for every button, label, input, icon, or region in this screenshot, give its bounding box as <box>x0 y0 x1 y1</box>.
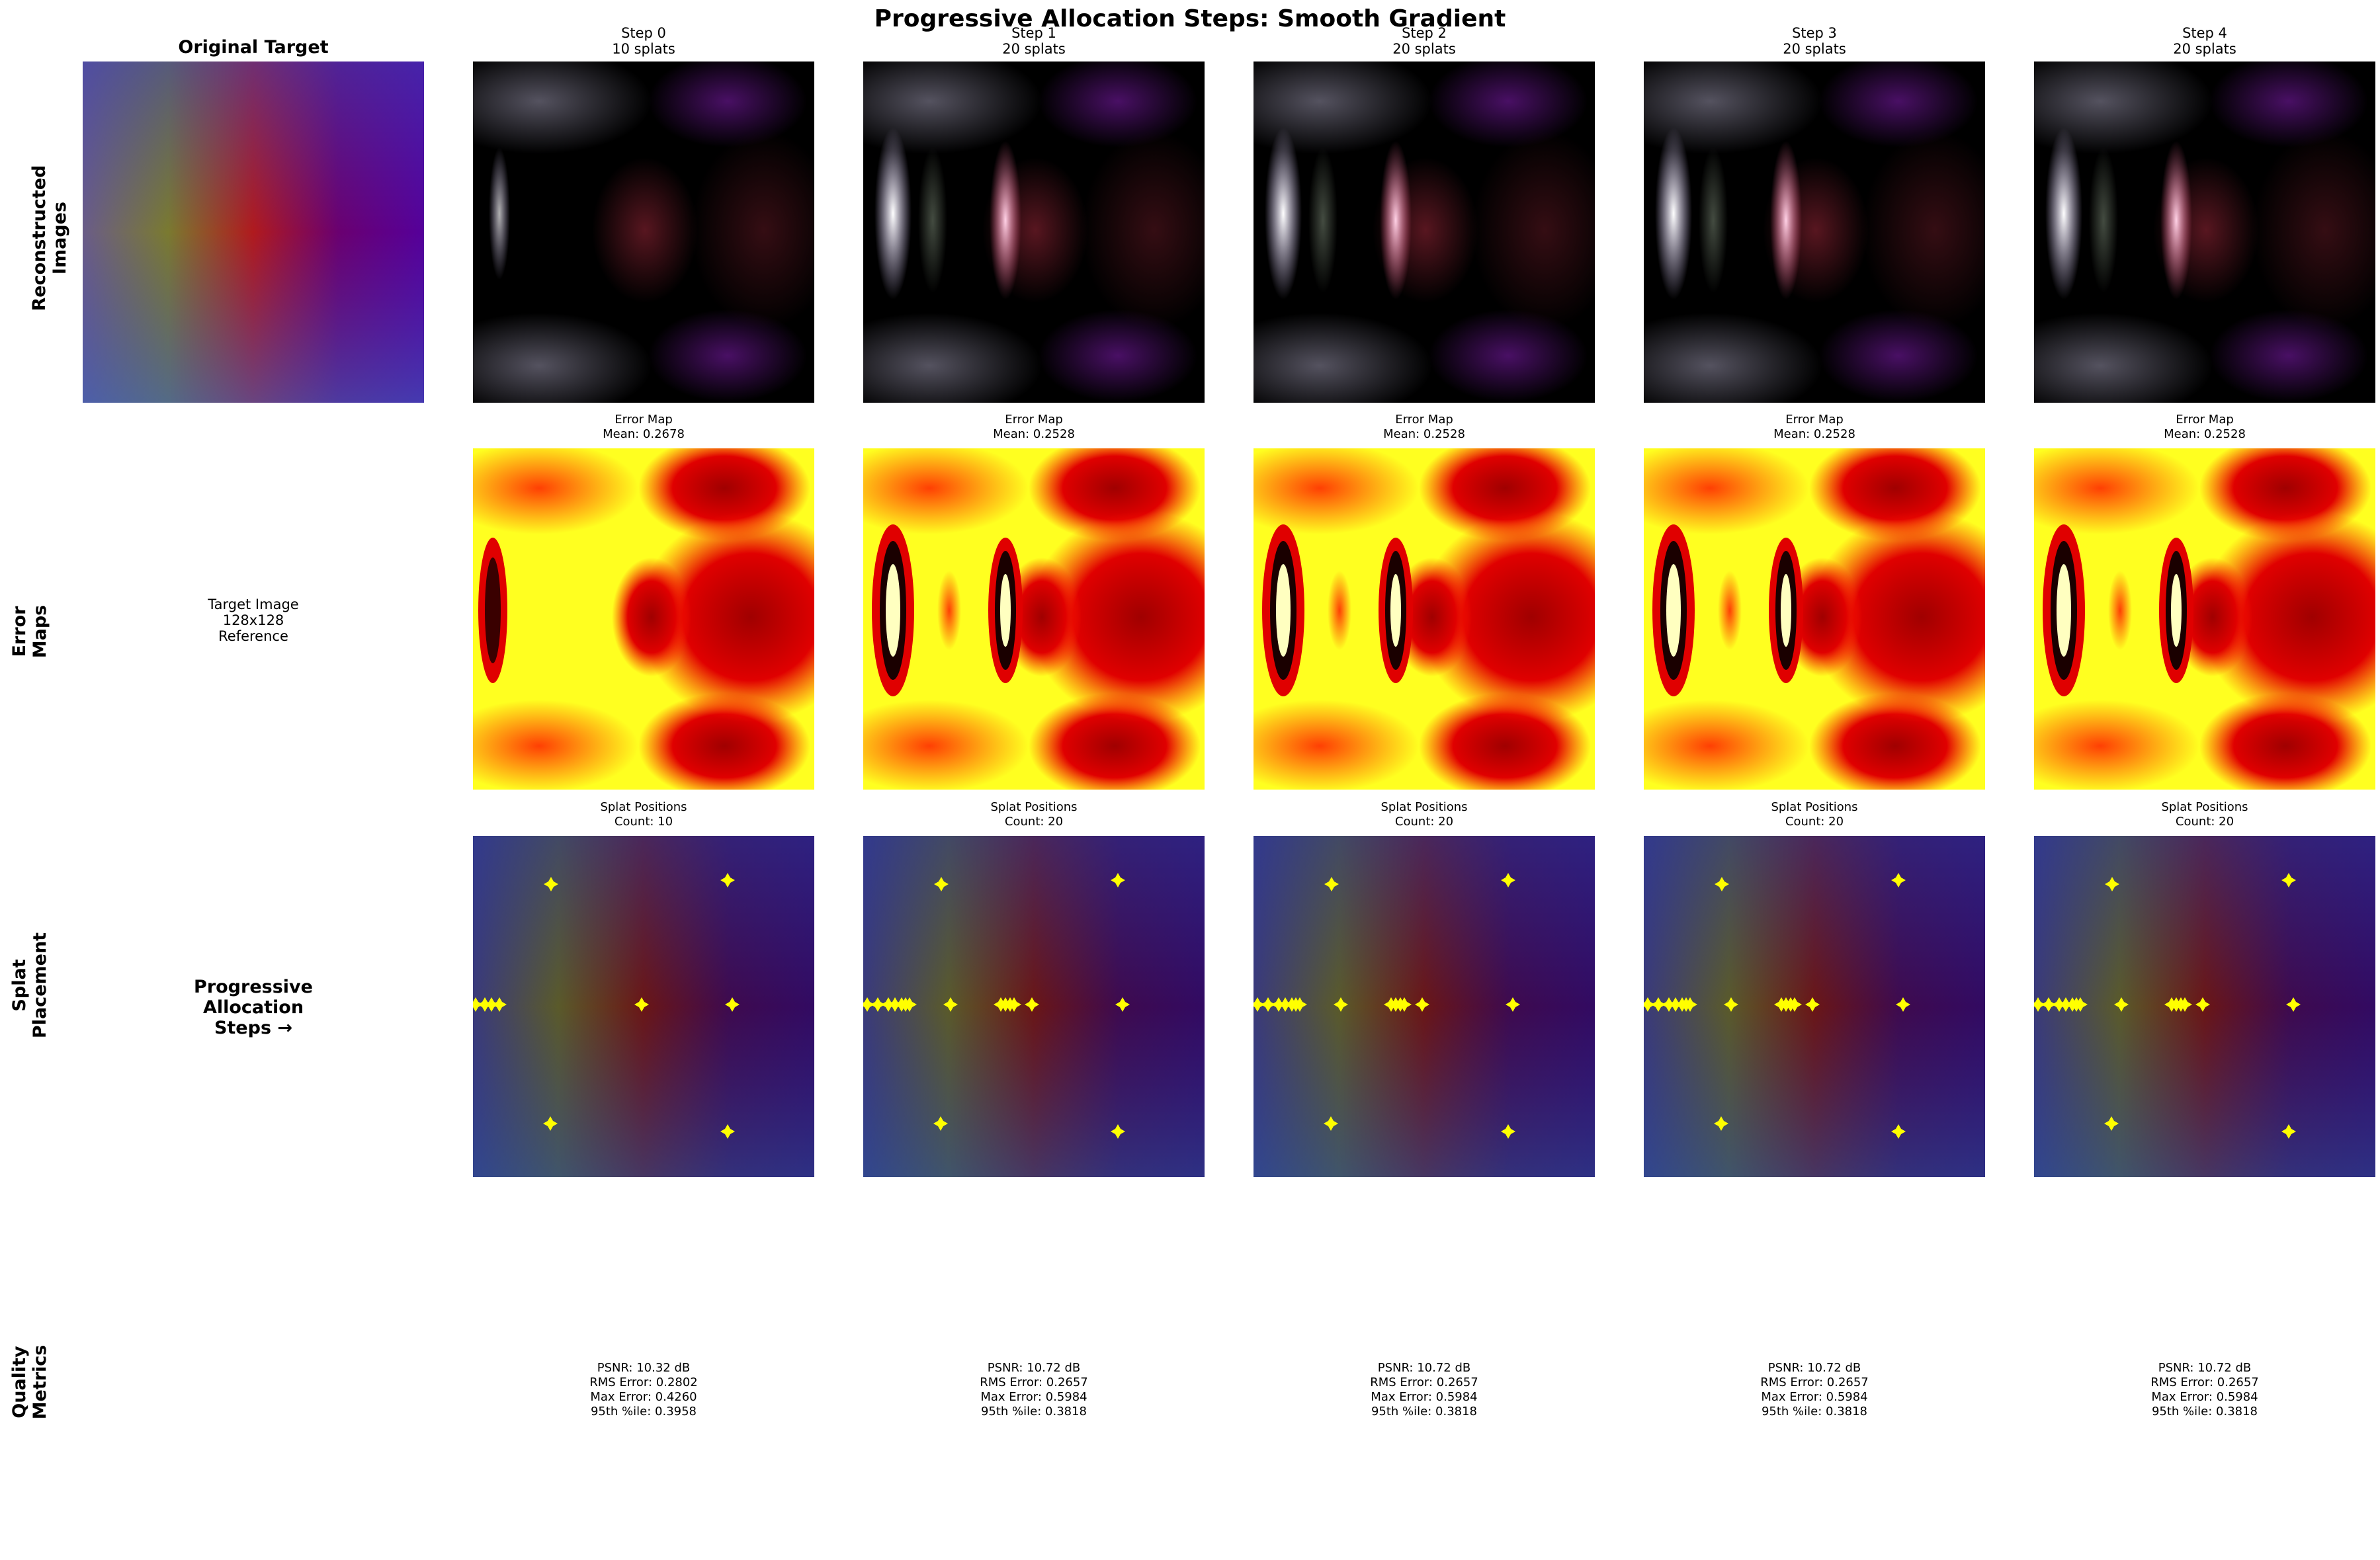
error-map-step-2 <box>1254 448 1595 790</box>
step-header-0: Step 0 10 splats <box>612 25 675 57</box>
target-info-text: Target Image 128x128 Reference <box>208 596 299 644</box>
splat-marker <box>1115 997 1130 1012</box>
row-label-quality-metrics: Quality Metrics <box>9 1344 50 1420</box>
splat-marker <box>634 997 649 1012</box>
error-map-title-3: Error Map Mean: 0.2528 <box>1773 413 1855 441</box>
quality-metrics-4: PSNR: 10.72 dB RMS Error: 0.2657 Max Err… <box>2150 1361 2259 1418</box>
splat-placement-step-0 <box>473 836 814 1177</box>
reconstructed-image-step-1 <box>863 62 1205 403</box>
splat-marker <box>871 997 885 1012</box>
error-map-step-3 <box>1644 448 1985 790</box>
error-map-title-1: Error Map Mean: 0.2528 <box>993 413 1075 441</box>
original-target-title: Original Target <box>178 37 329 58</box>
splat-marker <box>544 877 558 891</box>
splat-marker <box>1324 877 1339 891</box>
splat-positions-title-4: Splat Positions Count: 20 <box>2161 800 2248 829</box>
splat-marker <box>1334 997 1348 1012</box>
reconstructed-image-step-3 <box>1644 62 1985 403</box>
splat-positions-title-0: Splat Positions Count: 10 <box>600 800 687 829</box>
splat-marker <box>1293 997 1307 1012</box>
splat-marker <box>720 873 735 887</box>
splat-marker <box>2105 877 2119 891</box>
quality-metrics-3: PSNR: 10.72 dB RMS Error: 0.2657 Max Err… <box>1760 1361 1869 1418</box>
splat-marker <box>2195 997 2210 1012</box>
splat-placement-step-2 <box>1254 836 1595 1177</box>
reconstructed-image-step-2 <box>1254 62 1595 403</box>
splat-marker <box>1805 997 1820 1012</box>
splat-marker <box>1324 1116 1338 1131</box>
step-header-4: Step 4 20 splats <box>2173 25 2236 57</box>
splat-marker <box>902 997 917 1012</box>
splat-marker <box>2178 997 2192 1012</box>
splat-marker <box>1683 997 1697 1012</box>
progressive-allocation-label: Progressive Allocation Steps → <box>194 977 313 1038</box>
splat-marker <box>2286 997 2301 1012</box>
splat-marker <box>1111 1124 1125 1139</box>
quality-metrics-1: PSNR: 10.72 dB RMS Error: 0.2657 Max Err… <box>980 1361 1088 1418</box>
reconstructed-image-step-4 <box>2034 62 2375 403</box>
step-header-3: Step 3 20 splats <box>1783 25 1846 57</box>
error-map-title-2: Error Map Mean: 0.2528 <box>1383 413 1465 441</box>
splat-marker <box>484 997 499 1012</box>
figure-title: Progressive Allocation Steps: Smooth Gra… <box>874 5 1506 32</box>
splat-marker <box>1896 997 1910 1012</box>
splat-marker <box>1651 997 1666 1012</box>
error-map-step-1 <box>863 448 1205 790</box>
splat-positions-title-3: Splat Positions Count: 20 <box>1771 800 1858 829</box>
error-map-title-4: Error Map Mean: 0.2528 <box>2164 413 2246 441</box>
splat-positions-title-2: Splat Positions Count: 20 <box>1381 800 1468 829</box>
splat-marker <box>725 997 740 1012</box>
row-label-splat-placement: Splat Placement <box>9 932 50 1039</box>
splat-marker <box>1891 1124 1906 1139</box>
splat-marker <box>2281 873 2296 887</box>
splat-marker <box>1261 997 1275 1012</box>
splat-marker <box>1025 997 1039 1012</box>
error-map-title-0: Error Map Mean: 0.2678 <box>603 413 685 441</box>
splat-marker <box>1714 1116 1728 1131</box>
quality-metrics-0: PSNR: 10.32 dB RMS Error: 0.2802 Max Err… <box>589 1361 698 1418</box>
splat-marker <box>1501 873 1515 887</box>
splat-marker <box>2041 997 2056 1012</box>
splat-marker <box>1787 997 1802 1012</box>
step-header-1: Step 1 20 splats <box>1002 25 1066 57</box>
error-map-step-0 <box>473 448 814 790</box>
splat-marker <box>933 1116 948 1131</box>
quality-metrics-2: PSNR: 10.72 dB RMS Error: 0.2657 Max Err… <box>1370 1361 1478 1418</box>
splat-marker <box>1506 997 1520 1012</box>
splat-placement-step-1 <box>863 836 1205 1177</box>
splat-marker <box>543 1116 558 1131</box>
splat-marker <box>2281 1124 2296 1139</box>
splat-marker <box>1501 1124 1515 1139</box>
splat-marker <box>1111 873 1125 887</box>
splat-marker <box>1397 997 1412 1012</box>
splat-marker <box>1415 997 1429 1012</box>
splat-placement-step-4 <box>2034 836 2375 1177</box>
splat-marker <box>1891 873 1906 887</box>
reconstructed-image-step-0 <box>473 62 814 403</box>
splat-marker <box>1724 997 1738 1012</box>
splat-placement-step-3 <box>1644 836 1985 1177</box>
splat-marker <box>720 1124 735 1139</box>
original-target-image <box>83 62 424 403</box>
splat-marker <box>1254 997 1265 1012</box>
splat-marker <box>2104 1116 2119 1131</box>
splat-marker <box>863 997 874 1012</box>
splat-marker <box>943 997 958 1012</box>
row-label-error-maps: Error Maps <box>9 604 50 659</box>
error-map-step-4 <box>2034 448 2375 790</box>
splat-marker <box>1007 997 1021 1012</box>
splat-positions-title-1: Splat Positions Count: 20 <box>990 800 1078 829</box>
splat-marker <box>1644 997 1655 1012</box>
splat-marker <box>492 997 507 1012</box>
splat-marker <box>1715 877 1729 891</box>
splat-marker <box>2034 997 2045 1012</box>
step-header-2: Step 2 20 splats <box>1392 25 1456 57</box>
splat-marker <box>2073 997 2088 1012</box>
splat-marker <box>934 877 949 891</box>
row-label-reconstructed: Reconstructed Images <box>29 165 70 311</box>
splat-marker <box>2114 997 2129 1012</box>
